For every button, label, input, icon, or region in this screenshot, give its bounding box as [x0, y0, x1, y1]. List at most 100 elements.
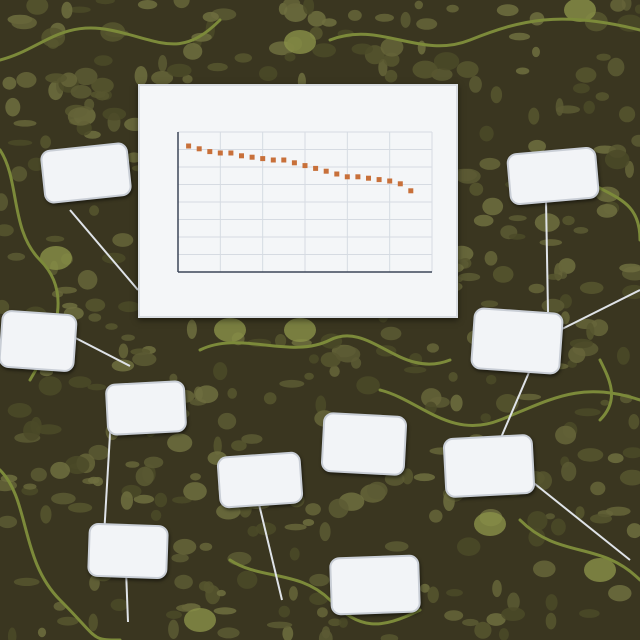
pebble	[213, 607, 237, 615]
pebble	[0, 224, 14, 237]
pebble	[617, 346, 630, 365]
pebble	[7, 139, 33, 146]
pebble	[26, 0, 49, 15]
pebble	[5, 97, 21, 117]
pebble	[558, 258, 576, 274]
pebble	[577, 448, 604, 462]
pebble	[45, 73, 67, 83]
pebble	[186, 319, 197, 339]
pebble	[479, 157, 501, 170]
pebble	[541, 298, 565, 313]
pebble	[456, 61, 479, 78]
pebble	[50, 461, 70, 479]
pebble	[490, 86, 503, 104]
pebble	[329, 365, 340, 377]
pebble	[87, 383, 107, 391]
pebble	[573, 83, 590, 94]
pebble	[11, 166, 28, 182]
pebble	[35, 424, 62, 435]
pebble	[207, 62, 228, 72]
pebble	[304, 372, 314, 380]
pebble	[400, 11, 411, 28]
data-point	[344, 174, 350, 180]
pebble	[496, 4, 519, 17]
pebble	[420, 583, 430, 593]
pebble	[110, 598, 128, 612]
tag-string	[257, 499, 283, 601]
pebble	[118, 343, 129, 359]
label-tag	[0, 309, 78, 373]
tag-string	[545, 199, 549, 313]
pebble	[619, 106, 636, 123]
data-point	[355, 174, 361, 180]
pebble	[380, 326, 402, 341]
pebble	[575, 506, 585, 519]
data-point	[207, 149, 213, 155]
pebble	[283, 0, 301, 9]
pebble	[133, 494, 155, 504]
pebble	[88, 313, 102, 322]
pebble	[462, 618, 479, 627]
data-point	[387, 178, 393, 184]
pebble	[501, 607, 525, 621]
pebble	[213, 436, 222, 455]
pebble	[328, 618, 342, 627]
pebble	[622, 447, 640, 459]
data-point	[281, 157, 287, 163]
pebble	[384, 69, 398, 83]
pebble	[569, 338, 594, 349]
pebble	[622, 284, 640, 300]
pebble	[551, 518, 566, 536]
pebble	[289, 547, 300, 561]
pebble	[121, 334, 135, 341]
pebble	[65, 455, 90, 475]
pebble	[626, 523, 640, 539]
pebble	[458, 272, 481, 282]
pebble	[414, 0, 423, 10]
pebble	[469, 182, 484, 196]
pebble	[528, 107, 540, 125]
pebble	[446, 589, 463, 597]
pebble	[171, 553, 189, 563]
tag-string	[559, 289, 640, 331]
pebble	[605, 506, 631, 516]
pebble	[126, 152, 142, 163]
pebble	[380, 37, 404, 57]
pebble	[37, 627, 47, 638]
pebble	[383, 52, 400, 67]
vine	[0, 18, 222, 62]
label-tag	[320, 411, 408, 477]
pebble	[600, 399, 610, 406]
plot-grid	[177, 131, 433, 273]
pebble	[328, 498, 349, 519]
pebble	[173, 0, 190, 9]
pebble	[579, 609, 600, 618]
pebble	[515, 67, 530, 75]
pebble	[619, 469, 640, 486]
pebble	[479, 125, 494, 142]
pebble	[45, 235, 65, 242]
pebble	[172, 496, 192, 504]
pebble	[203, 581, 214, 594]
pebble	[167, 63, 192, 78]
pebble	[183, 43, 203, 60]
pebble	[579, 281, 604, 294]
pebble	[516, 393, 542, 401]
pebble	[84, 98, 95, 111]
moss-pebble	[284, 318, 316, 342]
pebble	[13, 577, 40, 587]
pebble	[469, 76, 482, 93]
pebble	[217, 412, 237, 430]
pebble	[2, 76, 17, 90]
label-tag	[216, 451, 304, 509]
pebble	[134, 66, 148, 86]
pebble	[168, 619, 179, 639]
pebble	[586, 322, 595, 340]
pebble	[120, 491, 133, 510]
moss-pebble	[214, 318, 246, 342]
pebble	[561, 461, 577, 482]
pebble	[539, 239, 563, 246]
pebble	[444, 610, 464, 621]
pebble	[590, 513, 612, 524]
pebble	[231, 440, 247, 451]
